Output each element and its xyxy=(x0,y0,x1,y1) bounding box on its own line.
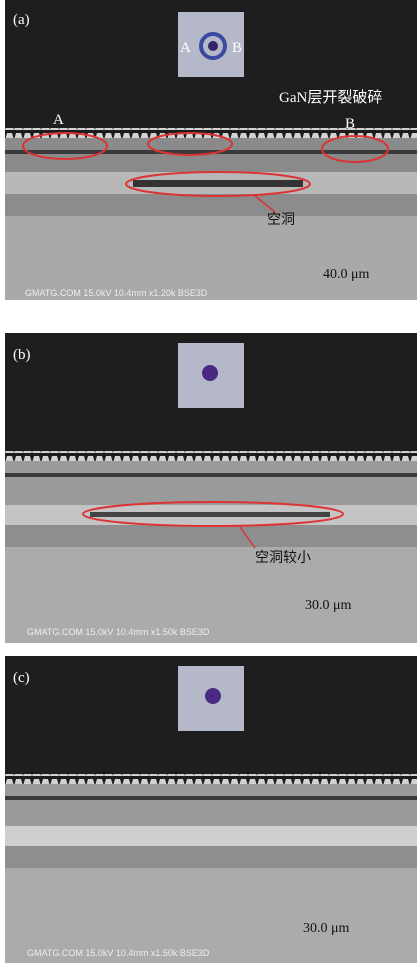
annotation: B xyxy=(345,116,355,132)
figure: (a) A B GaN层开裂破碎 A B 空洞 40.0 μm GMATG.CO… xyxy=(0,0,417,963)
panel-b: (b) 空洞较小 30.0 μm GMATG.COM 15.0kV 10.4mm… xyxy=(5,333,417,643)
footer: GMATG.COM 15.0kV 10.4mm x1.50k BSE3D xyxy=(27,627,210,637)
scale-bar-label: 30.0 μm xyxy=(305,598,352,613)
page: (a) A B GaN层开裂破碎 A B 空洞 40.0 μm GMATG.CO… xyxy=(0,0,417,963)
inset-label: B xyxy=(232,40,242,56)
footer: GMATG.COM 15.0kV 10.4mm x1.20k BSE3D xyxy=(25,288,208,298)
panel-label: (b) xyxy=(13,347,31,363)
annotation: 空洞 xyxy=(267,212,295,228)
panel-label: (c) xyxy=(13,670,30,686)
panel-a: (a) A B GaN层开裂破碎 A B 空洞 40.0 μm GMATG.CO… xyxy=(5,0,417,300)
panel-c: (c) 30.0 μm GMATG.COM 15.0kV 10.4mm x1.5… xyxy=(5,656,417,963)
annotation: A xyxy=(53,112,64,128)
scale-bar-label: 30.0 μm xyxy=(303,921,350,936)
annotation: GaN层开裂破碎 xyxy=(279,89,382,106)
inset-label: A xyxy=(180,40,191,56)
annotation: 空洞较小 xyxy=(255,550,311,566)
panel-label: (a) xyxy=(13,12,30,28)
footer: GMATG.COM 15.0kV 10.4mm x1.50k BSE3D xyxy=(27,948,210,958)
scale-bar-label: 40.0 μm xyxy=(323,267,370,282)
